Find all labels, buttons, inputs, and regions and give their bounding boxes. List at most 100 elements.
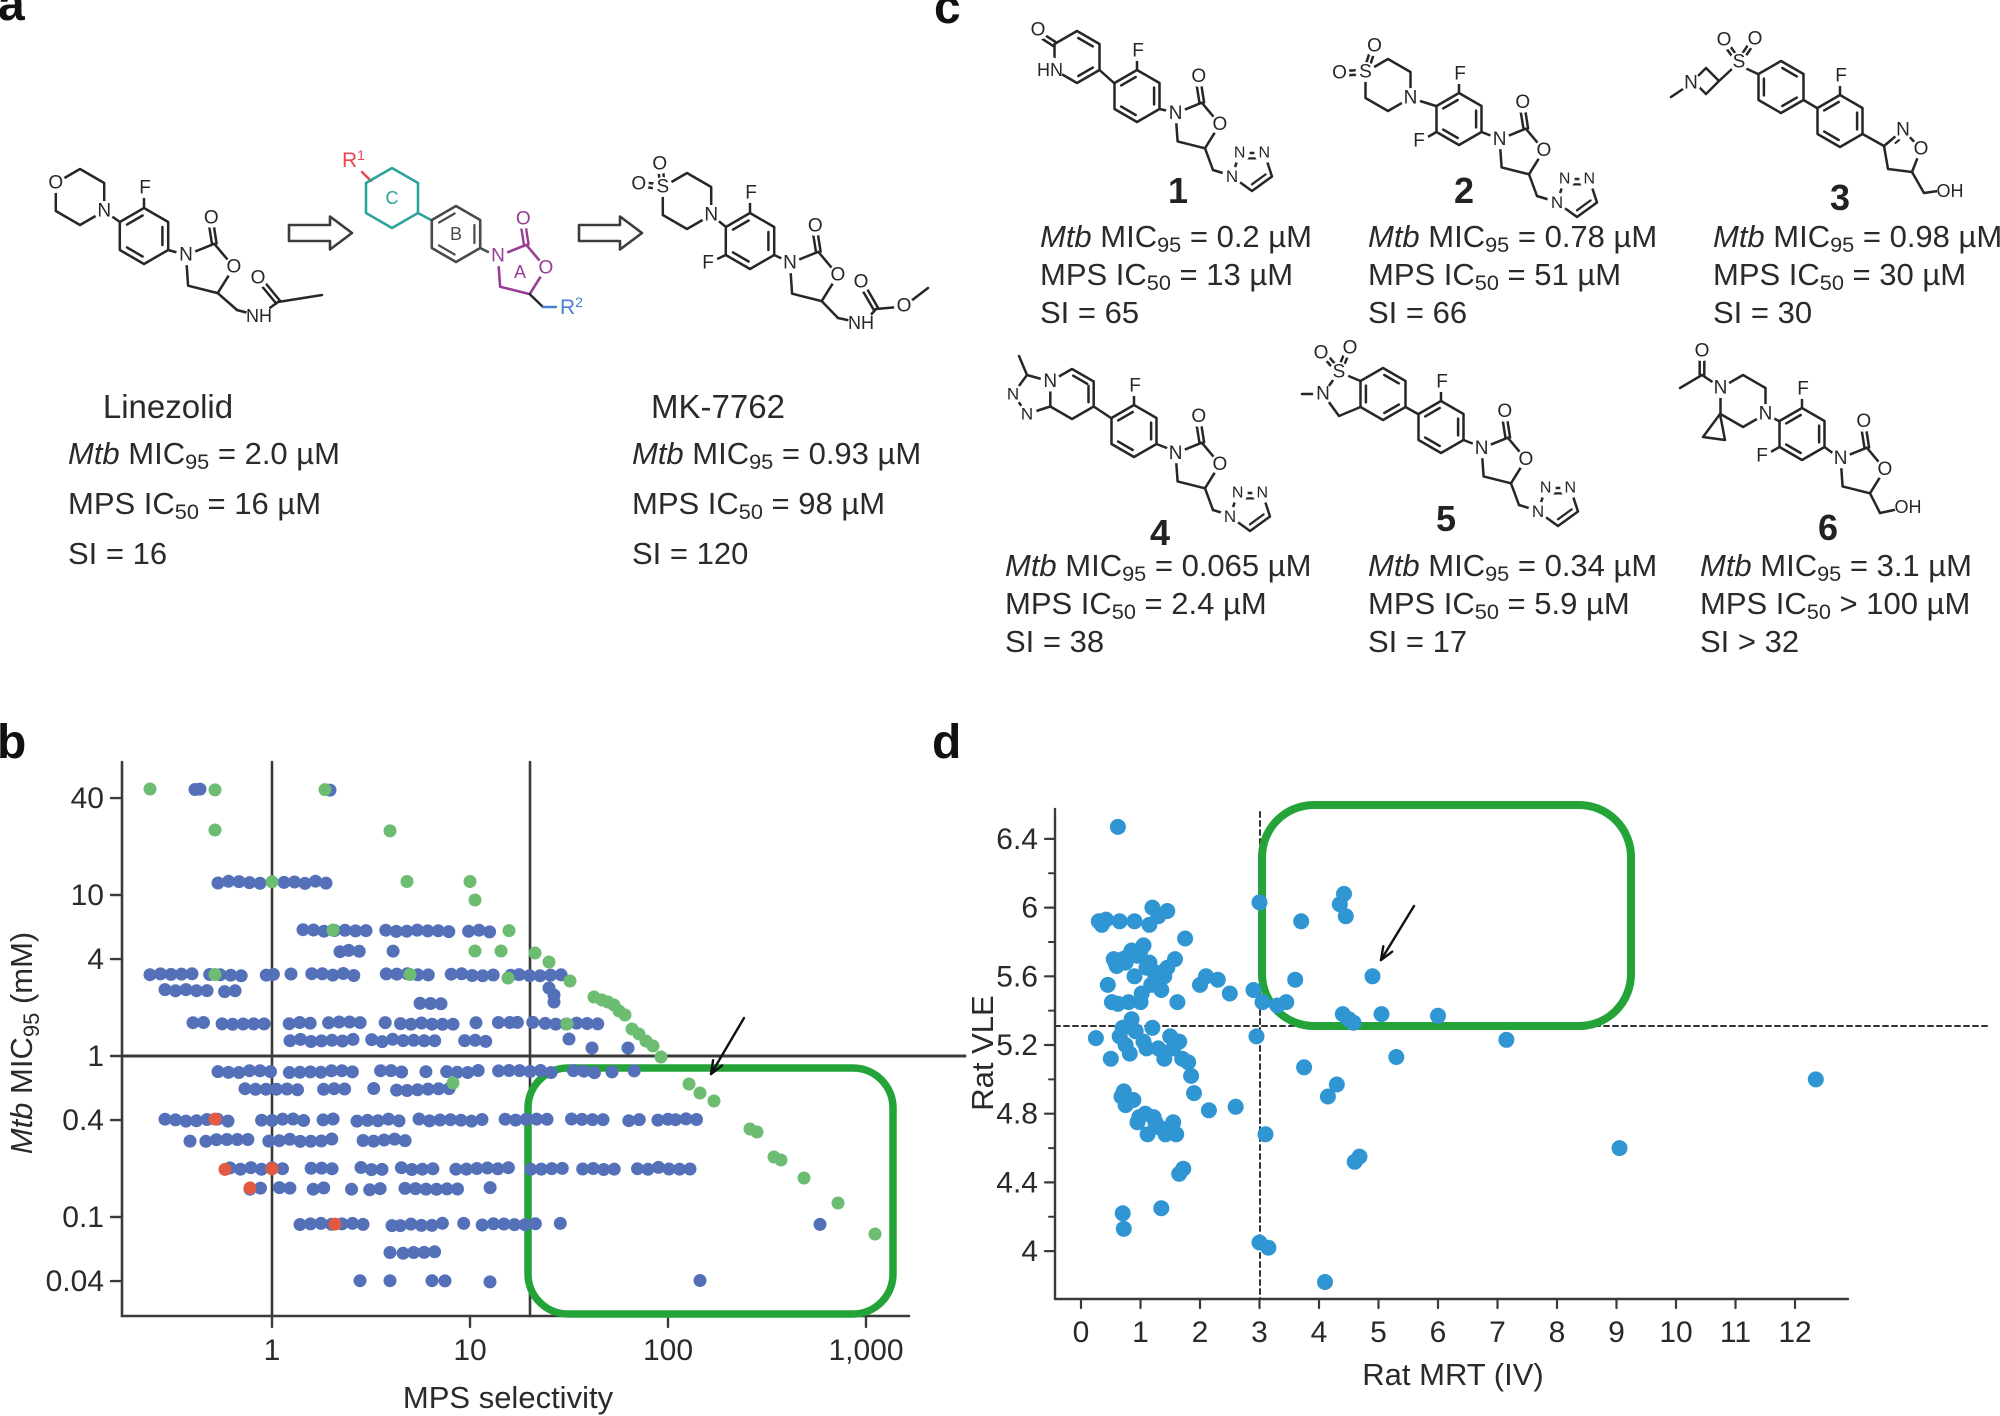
svg-text:N: N xyxy=(1551,193,1563,212)
svg-text:1: 1 xyxy=(1132,1316,1149,1349)
svg-text:MPS selectivity: MPS selectivity xyxy=(403,1380,614,1415)
svg-text:F: F xyxy=(702,253,714,274)
svg-text:O: O xyxy=(1914,139,1929,160)
svg-text:O: O xyxy=(1343,338,1358,359)
svg-text:C: C xyxy=(386,188,399,208)
svg-text:O: O xyxy=(1367,36,1382,57)
svg-text:9: 9 xyxy=(1608,1316,1625,1349)
svg-text:10: 10 xyxy=(453,1334,486,1367)
svg-text:O: O xyxy=(1515,92,1530,113)
svg-text:S: S xyxy=(656,177,669,198)
svg-text:N: N xyxy=(1559,171,1571,188)
svg-text:4.8: 4.8 xyxy=(996,1098,1038,1131)
svg-text:Rat VLE: Rat VLE xyxy=(965,995,1000,1110)
svg-text:F: F xyxy=(139,178,151,199)
svg-text:O: O xyxy=(1191,66,1206,87)
svg-text:Mtb MIC95 (mM): Mtb MIC95 (mM) xyxy=(4,932,44,1155)
svg-text:O: O xyxy=(854,272,869,293)
svg-text:O: O xyxy=(1717,30,1732,51)
svg-text:NH: NH xyxy=(246,306,272,326)
svg-text:8: 8 xyxy=(1549,1316,1566,1349)
svg-text:N: N xyxy=(491,246,505,267)
svg-text:40: 40 xyxy=(71,782,104,815)
svg-text:4: 4 xyxy=(87,943,104,976)
svg-text:N: N xyxy=(1232,485,1244,502)
svg-text:4: 4 xyxy=(1150,512,1170,553)
svg-text:N: N xyxy=(97,201,111,222)
svg-text:F: F xyxy=(1454,64,1466,85)
svg-text:4.4: 4.4 xyxy=(996,1166,1038,1199)
svg-text:12: 12 xyxy=(1778,1316,1811,1349)
svg-text:R2: R2 xyxy=(560,294,583,319)
svg-text:N: N xyxy=(1169,443,1183,464)
svg-text:3: 3 xyxy=(1251,1316,1268,1349)
svg-text:F: F xyxy=(1756,446,1768,467)
svg-text:O: O xyxy=(631,174,646,195)
svg-text:R1: R1 xyxy=(342,147,365,172)
svg-text:7: 7 xyxy=(1489,1316,1506,1349)
svg-text:O: O xyxy=(1878,459,1893,480)
svg-text:2: 2 xyxy=(1192,1316,1209,1349)
svg-text:0.04: 0.04 xyxy=(46,1265,104,1298)
svg-text:O: O xyxy=(808,215,823,236)
svg-text:N: N xyxy=(1257,485,1269,502)
svg-text:N: N xyxy=(1043,371,1057,392)
svg-text:N: N xyxy=(1224,507,1236,526)
svg-text:O: O xyxy=(48,173,63,194)
svg-text:S: S xyxy=(1359,62,1372,83)
svg-text:0.1: 0.1 xyxy=(62,1201,104,1234)
svg-text:A: A xyxy=(514,262,526,282)
svg-text:1: 1 xyxy=(1168,170,1188,211)
svg-text:N: N xyxy=(1021,405,1033,424)
svg-text:N: N xyxy=(1226,167,1238,186)
svg-text:N: N xyxy=(1234,145,1246,162)
svg-text:1: 1 xyxy=(87,1040,104,1073)
svg-text:O: O xyxy=(1695,341,1710,362)
svg-text:F: F xyxy=(1132,41,1144,62)
svg-text:F: F xyxy=(1129,376,1141,397)
svg-text:O: O xyxy=(652,154,667,175)
svg-text:5: 5 xyxy=(1436,498,1456,539)
svg-text:2: 2 xyxy=(1454,170,1474,211)
svg-text:0: 0 xyxy=(1073,1316,1090,1349)
svg-text:6: 6 xyxy=(1021,892,1038,925)
svg-text:N: N xyxy=(1007,385,1019,404)
svg-text:4: 4 xyxy=(1311,1316,1328,1349)
svg-text:N: N xyxy=(179,245,193,266)
svg-text:F: F xyxy=(745,183,757,204)
svg-text:HN: HN xyxy=(1037,60,1063,80)
svg-text:3: 3 xyxy=(1830,177,1850,218)
svg-text:N: N xyxy=(1565,480,1577,497)
svg-text:O: O xyxy=(1314,343,1329,364)
svg-text:N: N xyxy=(704,205,718,226)
svg-text:OH: OH xyxy=(1895,497,1922,517)
svg-text:F: F xyxy=(1835,66,1847,87)
svg-text:F: F xyxy=(1413,131,1425,152)
svg-text:N: N xyxy=(1540,480,1552,497)
svg-text:F: F xyxy=(1797,379,1809,400)
svg-text:5.2: 5.2 xyxy=(996,1029,1038,1062)
svg-text:NH: NH xyxy=(848,313,874,333)
svg-text:O: O xyxy=(204,207,219,228)
svg-text:4: 4 xyxy=(1021,1235,1038,1268)
svg-text:B: B xyxy=(450,224,462,244)
svg-text:N: N xyxy=(783,253,797,274)
svg-text:OH: OH xyxy=(1937,181,1964,201)
svg-text:O: O xyxy=(1748,29,1763,50)
svg-text:O: O xyxy=(1856,411,1871,432)
svg-text:Rat MRT (IV): Rat MRT (IV) xyxy=(1362,1357,1543,1392)
svg-text:N: N xyxy=(1714,378,1728,399)
svg-text:10: 10 xyxy=(1659,1316,1692,1349)
svg-text:N: N xyxy=(1684,73,1698,94)
svg-text:O: O xyxy=(1191,406,1206,427)
svg-text:1,000: 1,000 xyxy=(828,1334,903,1367)
svg-text:10: 10 xyxy=(71,879,104,912)
svg-text:5: 5 xyxy=(1370,1316,1387,1349)
svg-text:N: N xyxy=(1259,145,1271,162)
svg-text:N: N xyxy=(1475,438,1489,459)
svg-text:N: N xyxy=(1759,404,1773,425)
svg-text:O: O xyxy=(1213,114,1228,135)
svg-text:O: O xyxy=(227,257,242,278)
svg-text:O: O xyxy=(897,296,912,317)
svg-text:1: 1 xyxy=(264,1334,281,1367)
